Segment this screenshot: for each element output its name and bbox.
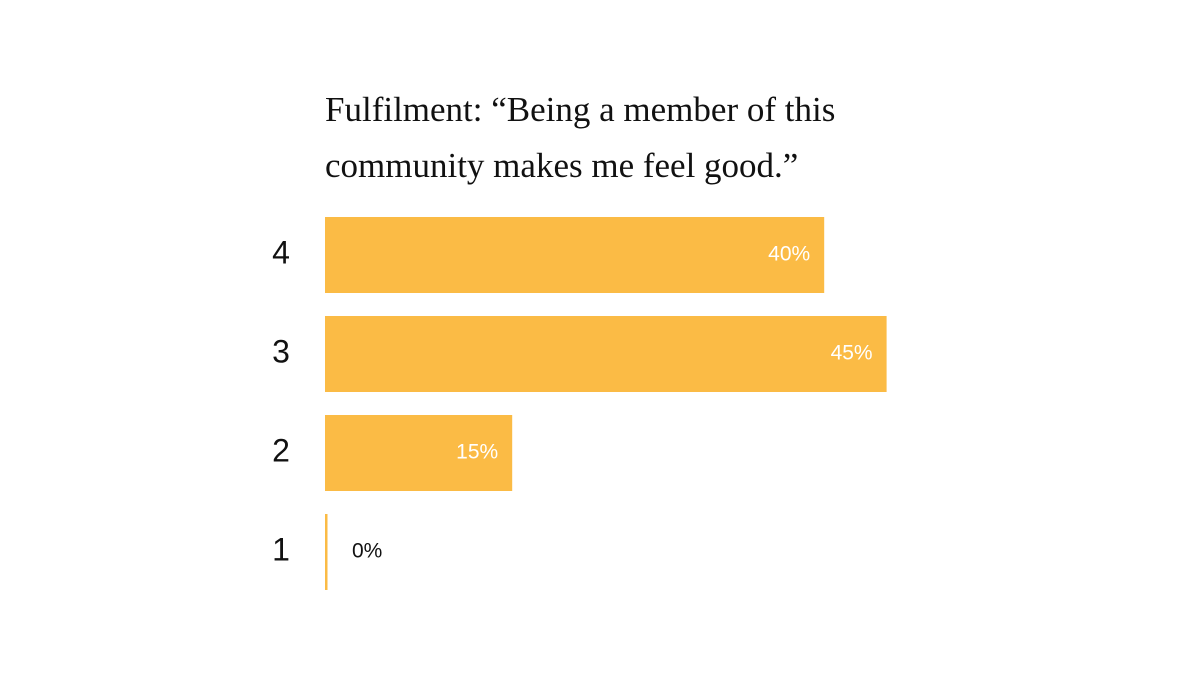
category-label: 4 (272, 234, 290, 270)
value-label: 40% (768, 243, 810, 266)
bar (325, 514, 328, 590)
category-label: 2 (272, 432, 290, 468)
bar (325, 415, 513, 491)
chart-title: Fulfilment: “Being a member of this comm… (325, 90, 836, 185)
category-label: 1 (272, 531, 290, 567)
value-label: 15% (456, 441, 498, 464)
category-label: 3 (272, 333, 290, 369)
value-label: 45% (831, 342, 873, 365)
value-label: 0% (352, 540, 382, 563)
bar (325, 316, 887, 392)
bar (325, 217, 825, 293)
